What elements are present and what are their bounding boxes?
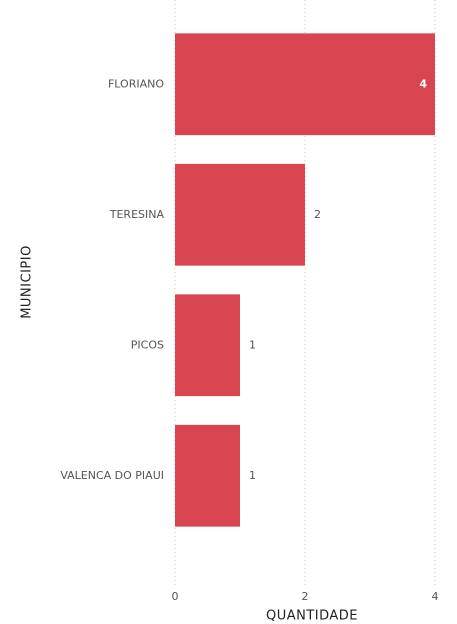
bar: [175, 163, 305, 266]
data-label: 2: [314, 208, 321, 221]
x-tick-label: 0: [172, 590, 179, 603]
bar: [175, 424, 240, 527]
y-tick-label: PICOS: [131, 338, 164, 351]
y-tick-label: FLORIANO: [108, 77, 164, 90]
bar: [175, 33, 435, 136]
y-tick-label: VALENCA DO PIAUI: [60, 469, 164, 482]
y-axis-title: MUNICIPIO: [20, 245, 35, 319]
y-tick-label: TERESINA: [109, 208, 165, 221]
data-label: 1: [249, 469, 256, 482]
x-tick-label: 4: [432, 590, 439, 603]
bar: [175, 294, 240, 397]
x-tick-label: 2: [302, 590, 309, 603]
x-axis-title: QUANTIDADE: [266, 609, 358, 624]
data-label: 1: [249, 338, 256, 351]
data-label: 4: [419, 77, 427, 90]
